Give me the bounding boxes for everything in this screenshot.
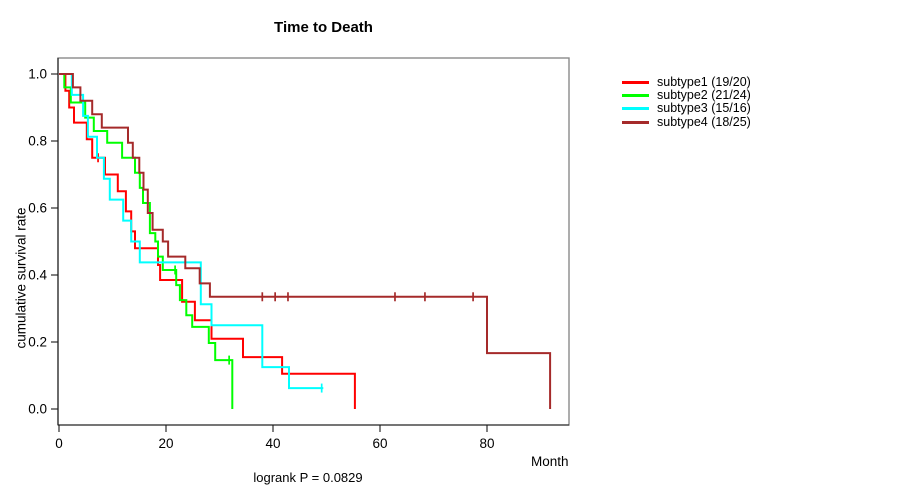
legend-label-subtype4: subtype4 (18/25) bbox=[657, 114, 751, 129]
y-tick-label: 1.0 bbox=[28, 67, 47, 82]
x-tick-label: 40 bbox=[265, 436, 280, 451]
legend-item-subtype1: subtype1 (19/20) bbox=[622, 76, 751, 89]
chart-title: Time to Death bbox=[274, 19, 373, 36]
legend-line-swatch-subtype2 bbox=[622, 94, 649, 98]
curve-subtype4 bbox=[59, 73, 552, 409]
y-axis-title: cumulative survival rate bbox=[13, 207, 29, 349]
x-tick-label: 60 bbox=[372, 436, 387, 451]
y-tick-label: 0.2 bbox=[28, 335, 47, 350]
legend-line-swatch-subtype1 bbox=[622, 81, 649, 85]
y-tick-label: 0.0 bbox=[28, 402, 47, 417]
legend: subtype1 (19/20) subtype2 (21/24) subtype3… bbox=[622, 76, 751, 129]
legend-label-subtype2: subtype2 (21/24) bbox=[657, 88, 751, 103]
legend-item-subtype2: subtype2 (21/24) bbox=[622, 89, 751, 102]
y-tick-label: 0.8 bbox=[28, 134, 47, 149]
curve-subtype3 bbox=[59, 73, 324, 390]
curve-subtype1 bbox=[59, 73, 356, 409]
legend-line-swatch-subtype3 bbox=[622, 107, 649, 111]
legend-item-subtype4: subtype4 (18/25) bbox=[622, 114, 751, 129]
logrank-pvalue-text: logrank P = 0.0829 bbox=[253, 470, 363, 485]
legend-line-swatch-subtype4 bbox=[622, 120, 649, 124]
y-tick-label: 0.4 bbox=[28, 268, 47, 283]
x-tick-label: 20 bbox=[158, 436, 173, 451]
legend-label-subtype1: subtype1 (19/20) bbox=[657, 75, 751, 90]
x-tick-label: 80 bbox=[479, 436, 494, 451]
x-tick-label: 0 bbox=[55, 436, 63, 451]
legend-label-subtype3: subtype3 (15/16) bbox=[657, 101, 751, 116]
x-axis-title: Month bbox=[531, 454, 569, 469]
y-tick-label: 0.6 bbox=[28, 201, 47, 216]
curve-subtype2 bbox=[59, 73, 234, 409]
legend-item-subtype3: subtype3 (15/16) bbox=[622, 102, 751, 115]
